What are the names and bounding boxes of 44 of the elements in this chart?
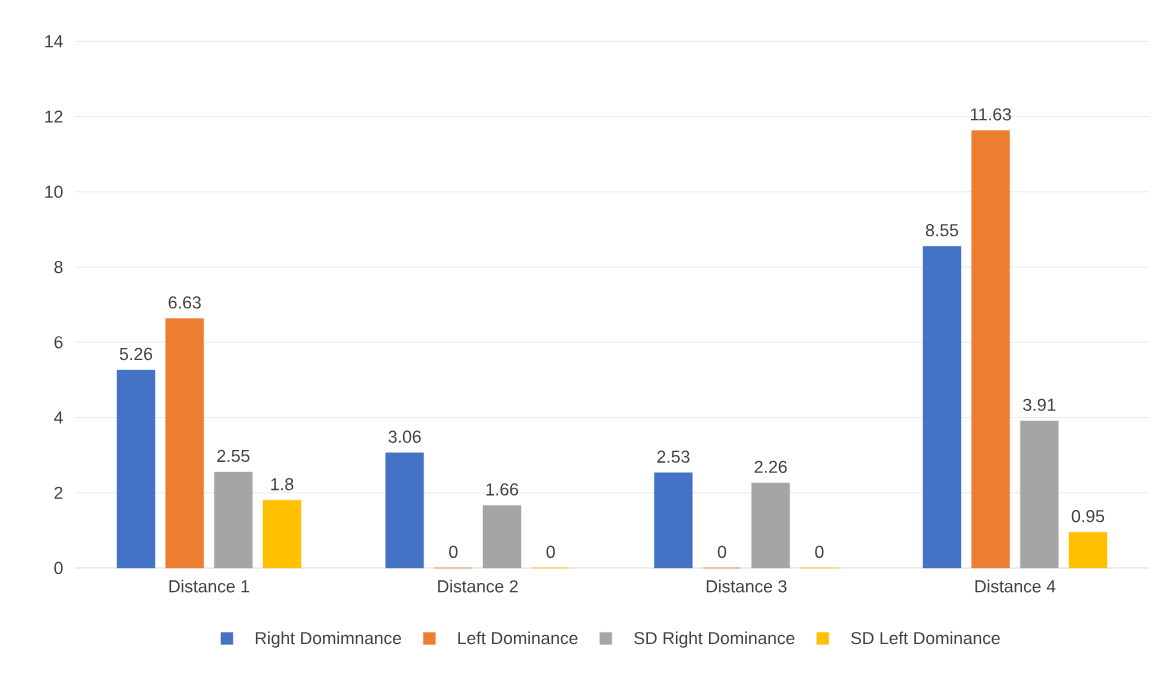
y-tick-label: 10 [45,185,63,198]
bar [1020,420,1059,569]
y-tick-label: 2 [54,486,63,499]
data-label: 2.55 [217,449,250,463]
data-label: 6.63 [168,296,201,309]
bar [385,452,424,569]
data-label: 1.66 [486,483,519,496]
legend-label: SD Left Dominance [851,631,1000,645]
legend-label: Right Domimnance [255,631,402,648]
y-tick-label: 12 [45,110,63,123]
bar [922,246,962,569]
x-tick-label: Distance 4 [975,579,1056,593]
y-tick-label: 6 [54,336,63,349]
data-label: 0 [717,545,727,559]
x-tick-label: Distance 1 [169,579,250,593]
data-label: 0 [449,545,458,559]
data-label: 3.91 [1023,398,1056,411]
data-label: 5.26 [119,347,153,361]
legend-label: SD Right Dominance [634,631,795,648]
data-label: 2.26 [754,460,787,473]
bar [971,130,1010,569]
y-tick-label: 0 [54,561,63,575]
data-label: 0 [815,545,824,559]
data-label: 8.55 [925,224,959,237]
bar [751,482,790,569]
data-label: 2.53 [657,450,690,463]
data-label: 1.8 [271,478,294,491]
x-tick-label: Distance 3 [706,579,787,593]
bar [1068,532,1108,569]
y-tick-label: 14 [45,35,63,48]
legend-label: Left Dominance [458,631,578,645]
x-tick-label: Distance 2 [438,579,518,593]
data-label: 0 [546,545,555,559]
y-tick-label: 4 [54,411,63,424]
y-tick-label: 8 [54,260,63,274]
bar [262,500,302,569]
bar [116,369,156,569]
bar [482,505,522,569]
bar [165,318,204,569]
data-label: 0.95 [1071,509,1105,523]
bar [214,471,253,569]
data-label: 3.06 [388,430,421,443]
data-label: 11.63 [970,108,1011,121]
bar [654,472,693,569]
